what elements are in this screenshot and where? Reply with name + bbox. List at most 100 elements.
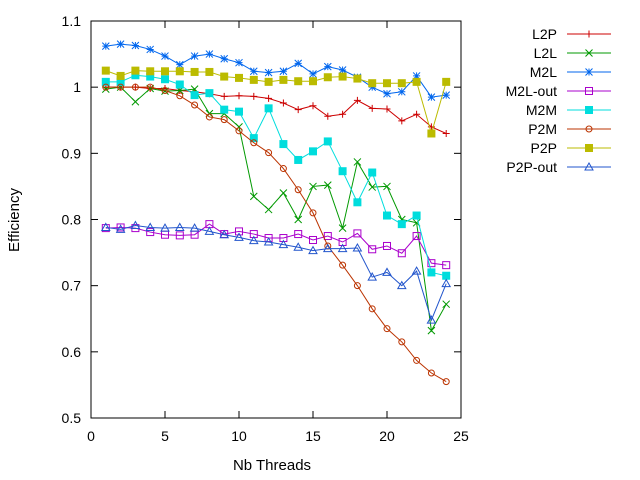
data-point-p2m <box>279 165 287 173</box>
legend-item-p2m: P2M <box>528 121 611 137</box>
data-point-l2p <box>220 92 228 100</box>
data-point-p2p-out <box>115 224 126 233</box>
data-point-m2l <box>131 41 140 50</box>
data-point-l2l <box>294 215 303 224</box>
legend-label: P2P <box>531 140 557 156</box>
series-line-p2p-out <box>105 224 447 322</box>
data-point-m2l <box>220 54 229 63</box>
data-point-l2p <box>383 105 391 113</box>
y-tick-label: 0.9 <box>62 145 82 161</box>
data-point-m2l-out <box>353 229 362 238</box>
data-point-p2p <box>338 72 347 81</box>
data-point-m2m <box>353 198 362 207</box>
data-point-p2p-out <box>219 229 230 239</box>
data-point-p2p-out <box>426 315 437 324</box>
data-point-m2l-out <box>397 249 406 258</box>
data-point-p2p-out <box>130 220 141 229</box>
data-point-l2l <box>427 326 436 335</box>
data-point-p2m <box>235 127 243 135</box>
data-point-m2l-out <box>309 236 317 245</box>
data-point-l2l <box>146 84 155 93</box>
data-point-p2p <box>264 77 273 86</box>
data-point-m2l <box>338 66 347 74</box>
data-point-p2p-out <box>174 222 185 231</box>
data-point-m2m <box>338 167 347 176</box>
x-tick-label: 5 <box>161 428 169 444</box>
data-point-p2p-out <box>278 239 289 249</box>
data-point-m2m <box>101 77 110 86</box>
data-point-l2p <box>279 99 287 107</box>
data-point-m2m <box>397 220 406 229</box>
data-point-p2p-out <box>160 223 170 232</box>
data-point-p2m <box>427 369 435 377</box>
data-point-p2p <box>116 71 125 80</box>
data-point-p2m <box>442 378 450 386</box>
data-point-p2m <box>413 356 421 364</box>
data-point-l2l <box>131 97 140 106</box>
data-point-m2l <box>442 91 451 99</box>
data-point-l2p <box>294 106 302 114</box>
data-point-p2p <box>131 66 140 75</box>
data-point-p2p-out <box>396 280 407 290</box>
legend-item-m2l-out: M2L-out <box>506 83 611 99</box>
legend-item-m2m: M2M <box>526 102 611 118</box>
data-point-m2m <box>309 147 317 156</box>
x-axis-title: Nb Threads <box>233 457 311 474</box>
data-point-l2l <box>338 224 347 232</box>
data-point-p2m <box>191 101 199 109</box>
data-point-m2l <box>101 42 110 50</box>
data-point-m2l-out <box>116 223 125 232</box>
legend-item-l2p: L2P <box>532 26 611 42</box>
data-point-p2p <box>146 67 155 76</box>
data-point-l2p <box>398 117 406 125</box>
data-point-p2p <box>427 129 436 138</box>
data-point-m2l <box>116 40 125 49</box>
data-point-m2l-out <box>442 261 451 270</box>
legend-label: M2L-out <box>506 83 557 99</box>
data-point-m2m <box>294 155 303 164</box>
x-tick-label: 20 <box>379 428 395 444</box>
data-point-m2l <box>383 89 391 98</box>
data-point-p2p <box>412 77 421 86</box>
legend-item-p2p: P2P <box>531 140 611 156</box>
data-point-l2p <box>265 94 273 102</box>
data-point-l2p <box>250 92 258 100</box>
series-line-p2m <box>105 86 447 383</box>
data-point-p2p-out <box>441 278 452 288</box>
data-point-m2l <box>190 52 199 60</box>
data-point-m2l-out <box>175 231 184 240</box>
data-point-m2m <box>412 211 421 220</box>
legend-label: P2M <box>528 121 557 137</box>
y-axis: 0.5 0.6 0.7 0.8 0.9 1 1.1 <box>62 13 461 426</box>
series-m2m <box>101 71 451 280</box>
data-point-m2l <box>294 59 303 68</box>
data-point-l2p <box>413 110 421 118</box>
data-point-m2l-out <box>146 228 155 237</box>
legend-swatch-marker <box>585 68 593 76</box>
data-point-p2m <box>102 83 110 91</box>
data-point-p2m <box>398 338 406 346</box>
data-point-p2p <box>442 77 451 86</box>
legend: L2P L2L M2L M2L-out M2M P2M P2P P2P-out <box>506 26 611 175</box>
data-point-p2p <box>249 75 258 84</box>
data-point-p2p <box>205 67 214 76</box>
data-point-p2p <box>101 66 110 75</box>
legend-swatch-marker <box>585 87 593 95</box>
legend-swatch-marker <box>584 161 594 171</box>
data-point-m2l <box>397 87 406 96</box>
legend-swatch-marker <box>585 106 593 114</box>
x-tick-label: 15 <box>305 428 321 444</box>
legend-label: P2P-out <box>506 159 557 175</box>
y-tick-label: 0.5 <box>62 410 82 426</box>
series-p2p-out <box>100 220 452 324</box>
series-p2m <box>102 83 450 386</box>
data-point-p2p <box>279 75 288 84</box>
data-point-p2m <box>205 113 213 121</box>
y-axis-title: Efficiency <box>6 188 23 252</box>
series-line-l2l <box>105 86 447 333</box>
data-point-m2l <box>235 58 243 67</box>
legend-swatch-marker <box>585 30 593 38</box>
data-point-m2l <box>146 45 155 54</box>
x-tick-label: 0 <box>87 428 95 444</box>
series-l2l <box>101 83 451 335</box>
